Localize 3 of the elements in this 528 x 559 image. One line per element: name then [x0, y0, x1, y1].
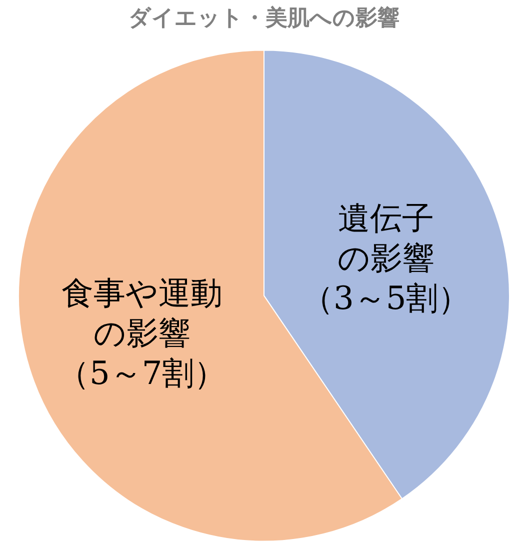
slice-label: 遺伝子の影響（3～5割） — [302, 198, 470, 318]
chart-title: ダイエット・美肌への影響 — [128, 4, 400, 31]
slice-label: 食事や運動の影響（5～7割） — [57, 273, 226, 394]
